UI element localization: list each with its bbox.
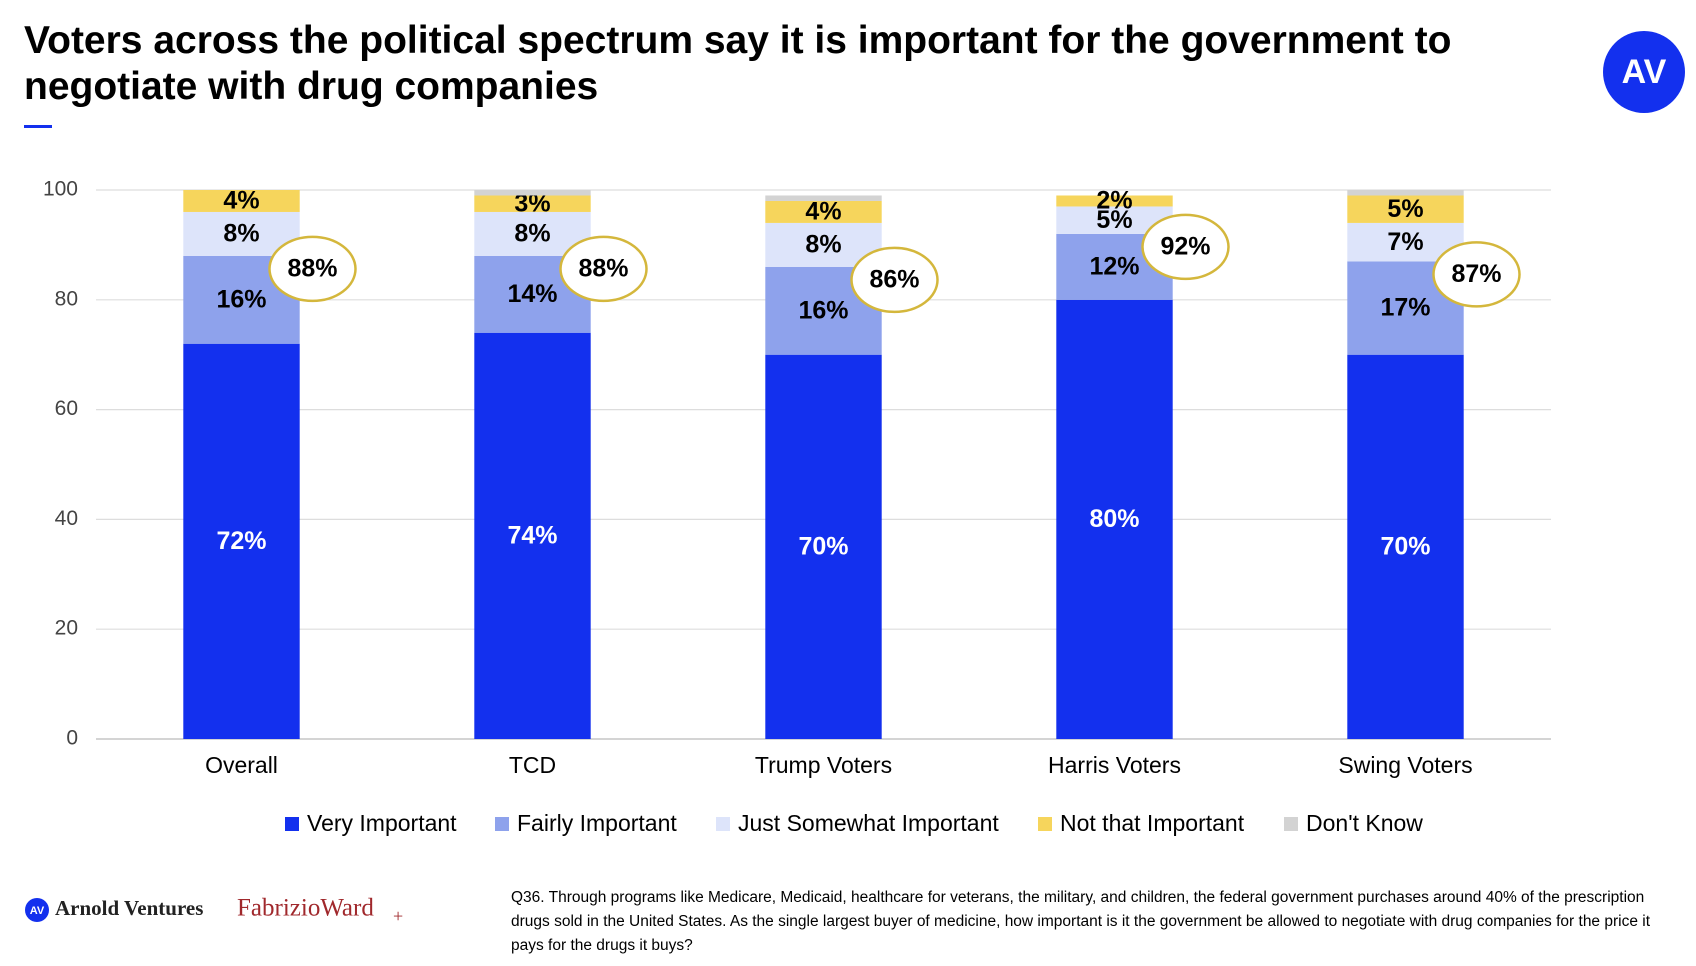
brand-1: Arnold Ventures [55,896,203,920]
bar-segment [765,200,882,223]
data-label: 2% [1096,187,1132,215]
data-label: 14% [507,280,557,308]
logo: AV [1622,53,1667,91]
y-tick-label: 40 [55,507,78,530]
legend-label: Just Somewhat Important [738,810,999,836]
title-underline [24,125,52,128]
bar-segment [765,195,882,201]
data-label: 16% [216,285,266,313]
total-badge [268,235,357,303]
data-label: 7% [1387,228,1423,256]
bar-segment [474,332,591,739]
total-badge [850,246,939,314]
legend-swatch [285,817,299,831]
bar-segment [474,190,591,196]
total-label: 87% [1451,260,1501,288]
data-label: 4% [805,198,841,226]
data-label: 70% [1380,532,1430,560]
total-badge [1432,241,1521,308]
data-label: 5% [1387,195,1423,223]
x-tick-label: Overall [205,752,278,778]
legend-label: Not that Important [1060,810,1245,836]
legend-swatch [1038,817,1052,831]
data-label: 5% [1096,206,1132,234]
data-label: 17% [1380,294,1430,322]
data-label: 8% [223,220,259,248]
data-label: 16% [798,296,848,324]
bar-segment [183,343,300,739]
x-tick-label: Swing Voters [1338,752,1472,778]
brand-2-mark: + [393,906,403,926]
bar-segment [474,195,591,212]
bar-segment [1347,190,1464,196]
y-tick-label: 20 [55,617,78,640]
y-tick-label: 60 [55,397,78,420]
brand-icon [25,898,49,922]
data-label: 8% [805,231,841,259]
brand-icon-text: AV [30,905,45,917]
legend-label: Fairly Important [517,810,677,836]
x-tick-label: Harris Voters [1048,752,1181,778]
bar-segment [1347,195,1464,223]
footnote: Q36. Through programs like Medicare, Med… [511,889,1651,954]
data-label: 8% [514,220,550,248]
bar-segment [765,354,882,739]
y-tick-label: 80 [55,287,78,310]
total-badge [559,235,648,303]
brand-2: FabrizioWard [237,895,374,922]
total-label: 86% [869,265,919,293]
legend-swatch [1284,817,1298,831]
logo-badge [1603,31,1685,113]
title: Voters across the political spectrum say… [24,19,1452,108]
total-label: 88% [578,254,628,282]
bar-segment [1347,354,1464,739]
legend-swatch [495,817,509,831]
legend-label: Don't Know [1306,810,1423,836]
data-label: 4% [223,187,259,215]
y-tick-label: 0 [66,727,78,750]
total-label: 92% [1160,233,1210,261]
y-tick-label: 100 [43,178,78,201]
total-label: 88% [287,254,337,282]
total-badge [1141,213,1230,281]
data-label: 12% [1089,252,1139,280]
data-label: 72% [216,527,266,555]
data-label: 80% [1089,505,1139,533]
legend-swatch [716,817,730,831]
x-tick-label: TCD [509,752,556,778]
data-label: 70% [798,532,848,560]
data-label: 74% [507,521,557,549]
bar-segment [1056,299,1173,739]
x-tick-label: Trump Voters [755,752,892,778]
bar-segment [183,190,300,212]
bar-segment [1056,195,1173,207]
legend-label: Very Important [307,810,457,836]
